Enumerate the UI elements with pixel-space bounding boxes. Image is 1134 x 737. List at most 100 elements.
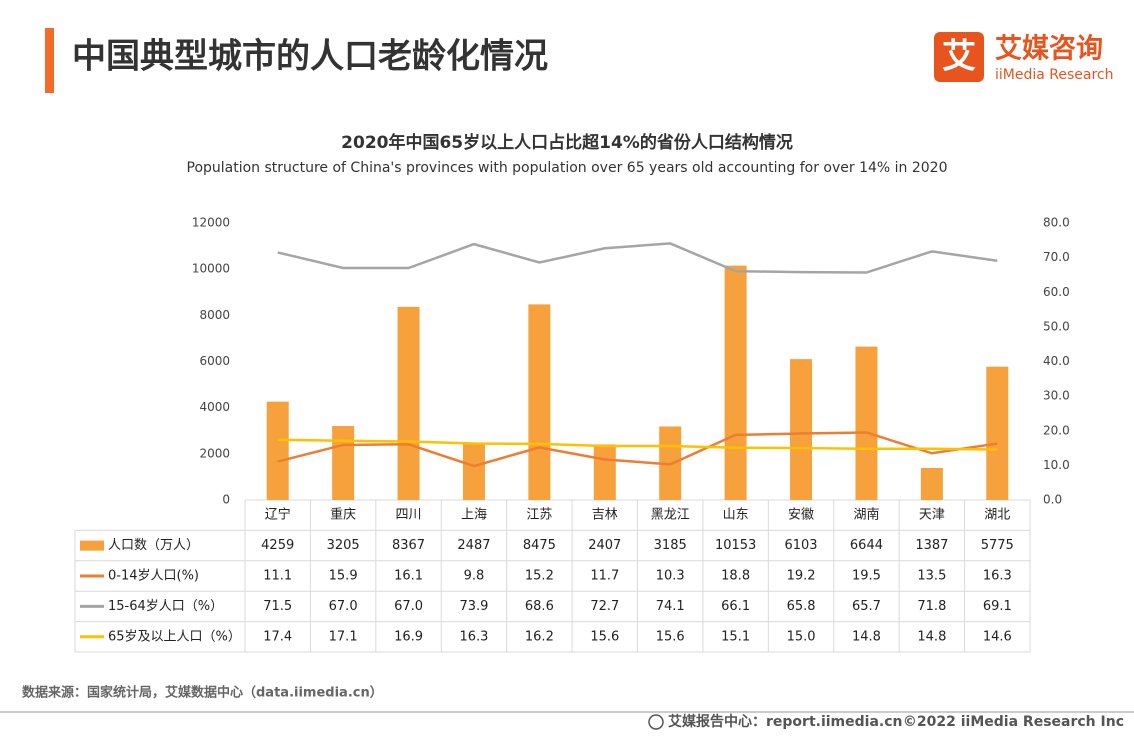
- globe-icon: [648, 714, 664, 730]
- table-value: 3205: [327, 538, 360, 553]
- x-tick-label: 安徽: [788, 508, 814, 523]
- table-value: 69.1: [983, 599, 1012, 614]
- table-value: 8475: [523, 538, 556, 553]
- x-tick-label: 江苏: [526, 507, 552, 523]
- table-value: 6103: [784, 538, 817, 553]
- bar: [397, 306, 420, 500]
- table-value: 3185: [654, 538, 687, 553]
- table-value: 71.5: [263, 599, 292, 614]
- y2-tick-label: 0.0: [1043, 493, 1062, 507]
- table-value: 65.8: [787, 599, 816, 614]
- table-value: 68.6: [525, 599, 554, 614]
- y-tick-label: 2000: [199, 446, 230, 460]
- table-value: 73.9: [459, 599, 488, 614]
- bar: [986, 366, 1009, 500]
- table-value: 74.1: [656, 599, 685, 614]
- logo-mark: 艾: [942, 37, 976, 77]
- table-value: 18.8: [721, 569, 750, 584]
- x-tick-label: 山东: [723, 508, 749, 523]
- x-tick-label: 黑龙江: [651, 508, 690, 523]
- table-value: 17.4: [263, 629, 292, 644]
- page-title: 中国典型城市的人口老龄化情况: [72, 37, 548, 77]
- bar: [462, 442, 485, 500]
- table-value: 15.6: [590, 629, 619, 644]
- y-tick-label: 10000: [192, 262, 230, 276]
- bar: [920, 467, 943, 500]
- table-value: 15.9: [329, 569, 358, 584]
- table-value: 10153: [715, 538, 756, 553]
- table-value: 6644: [850, 538, 883, 553]
- bar: [790, 359, 813, 500]
- table-value: 67.0: [394, 599, 423, 614]
- table-value: 17.1: [329, 629, 358, 644]
- table-value: 19.2: [787, 569, 816, 584]
- footer-copyright: ©2022 iiMedia Research Inc: [903, 714, 1124, 730]
- y2-tick-label: 10.0: [1043, 458, 1070, 472]
- y2-tick-label: 80.0: [1043, 216, 1070, 230]
- y-tick-label: 0: [222, 493, 230, 507]
- legend-label: 15-64岁人口（%）: [108, 599, 223, 614]
- y2-tick-label: 40.0: [1043, 354, 1070, 368]
- chart-title: 2020年中国65岁以上人口占比超14%的省份人口结构情况: [341, 132, 793, 153]
- table-value: 2407: [588, 538, 621, 553]
- y2-tick-label: 60.0: [1043, 285, 1070, 299]
- table-value: 16.3: [459, 629, 488, 644]
- table-value: 65.7: [852, 599, 881, 614]
- table-value: 10.3: [656, 569, 685, 584]
- table-value: 11.7: [590, 569, 619, 584]
- table-value: 19.5: [852, 569, 881, 584]
- x-tick-label: 重庆: [330, 507, 356, 523]
- legend-label: 人口数（万人）: [108, 538, 199, 553]
- y-tick-label: 8000: [199, 308, 230, 322]
- table-value: 16.2: [525, 629, 554, 644]
- legend-swatch: [80, 540, 104, 551]
- logo-cn: 艾媒咨询: [995, 33, 1103, 65]
- x-tick-label: 辽宁: [265, 507, 291, 523]
- table-value: 15.0: [787, 629, 816, 644]
- x-tick-label: 上海: [461, 508, 487, 523]
- bar: [593, 444, 616, 500]
- y-tick-label: 6000: [199, 354, 230, 368]
- x-tick-label: 四川: [396, 508, 422, 523]
- title-accent: [45, 28, 54, 93]
- table-value: 9.8: [464, 569, 485, 584]
- chart-subtitle: Population structure of China's province…: [187, 160, 948, 176]
- x-tick-label: 湖北: [984, 508, 1010, 523]
- y2-tick-label: 20.0: [1043, 423, 1070, 437]
- x-tick-label: 天津: [919, 508, 945, 523]
- table-value: 2487: [457, 538, 490, 553]
- bar: [266, 401, 289, 500]
- y-tick-label: 12000: [192, 216, 230, 230]
- line: [277, 431, 998, 468]
- source: 数据来源：国家统计局，艾媒数据中心（data.iimedia.cn）: [22, 685, 383, 701]
- table-value: 8367: [392, 538, 425, 553]
- table-value: 5775: [981, 538, 1014, 553]
- line: [277, 242, 998, 274]
- x-tick-label: 吉林: [592, 508, 618, 523]
- table-value: 67.0: [329, 599, 358, 614]
- bar: [724, 265, 747, 500]
- table-value: 16.9: [394, 629, 423, 644]
- table-value: 15.1: [721, 629, 750, 644]
- footer-site: 艾媒报告中心：report.iimedia.cn: [668, 713, 903, 730]
- table-value: 4259: [261, 538, 294, 553]
- line: [277, 438, 998, 451]
- table-value: 71.8: [917, 599, 946, 614]
- table-value: 1387: [915, 538, 948, 553]
- table-value: 66.1: [721, 599, 750, 614]
- y-tick-label: 4000: [199, 400, 230, 414]
- table-value: 13.5: [917, 569, 946, 584]
- legend-label: 65岁及以上人口（%）: [108, 629, 241, 644]
- logo-en: iiMedia Research: [995, 67, 1114, 83]
- y2-tick-label: 30.0: [1043, 389, 1070, 403]
- y2-tick-label: 50.0: [1043, 319, 1070, 333]
- table-value: 15.6: [656, 629, 685, 644]
- logo-box: [934, 32, 984, 82]
- x-tick-label: 湖南: [853, 507, 879, 523]
- table-value: 72.7: [590, 599, 619, 614]
- bar: [332, 426, 355, 500]
- table-value: 14.8: [852, 629, 881, 644]
- table-value: 16.1: [394, 569, 423, 584]
- table-value: 11.1: [263, 569, 292, 584]
- bar: [855, 346, 878, 500]
